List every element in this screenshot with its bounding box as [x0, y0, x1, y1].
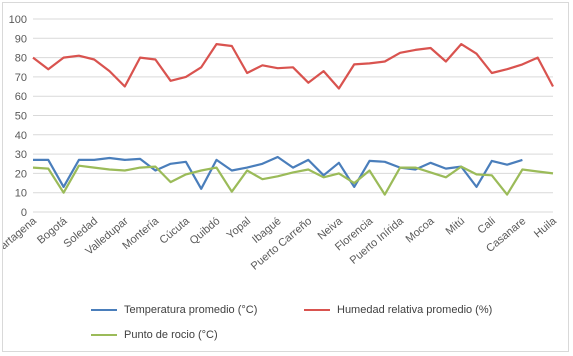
- series-lines: [32, 42, 554, 196]
- series-line-humidity: [32, 42, 554, 90]
- y-tick-label: 40: [15, 130, 27, 142]
- legend-label-humidity: Humedad relativa promedio (%): [337, 304, 493, 316]
- y-tick-label: 100: [9, 14, 27, 26]
- x-tick-label: Puerto Inírida: [348, 215, 407, 267]
- x-tick-label: Huila: [532, 215, 560, 241]
- x-tick-label: Yopal: [225, 215, 253, 242]
- y-tick-label: 90: [15, 33, 27, 45]
- y-tick-label: 70: [15, 72, 27, 84]
- x-tick-label: Cali: [476, 215, 498, 236]
- y-tick-label: 20: [15, 168, 27, 180]
- series-line-dew-point: [32, 164, 554, 196]
- chart-frame: 0 10 20 30 40 50 60 70 80 90 100 Cartagena Bogotá So…: [2, 2, 569, 352]
- legend-label-temperature: Temperatura promedio (°C): [124, 304, 258, 316]
- legend-swatch-dew-point: [91, 334, 117, 336]
- x-tick-label: Cúcuta: [157, 215, 192, 247]
- gridlines: [33, 18, 553, 213]
- line-chart: 0 10 20 30 40 50 60 70 80 90 100 CartagenaBogotáSo…: [3, 14, 560, 273]
- x-tick-label: Cartagena: [3, 215, 40, 258]
- y-tick-label: 0: [21, 207, 27, 219]
- x-tick-label: Mocoa: [404, 215, 438, 246]
- y-tick-label: 60: [15, 91, 27, 103]
- x-tick-label: Quibdó: [188, 215, 223, 247]
- y-axis-tick-labels: 0 10 20 30 40 50 60 70 80 90 100: [9, 14, 27, 219]
- legend-item-humidity: Humedad relativa promedio (%): [304, 304, 492, 316]
- y-tick-label: 80: [15, 53, 27, 65]
- legend-item-temperature: Temperatura promedio (°C): [91, 304, 257, 316]
- legend-swatch-temperature: [91, 309, 117, 311]
- y-tick-label: 50: [15, 111, 27, 123]
- legend-item-dew-point: Punto de rocio (°C): [91, 329, 218, 341]
- series-line-temperature: [33, 155, 523, 190]
- x-axis-tick-labels: CartagenaBogotáSoledadValleduparMontería…: [3, 215, 560, 273]
- x-tick-label: Mitú: [444, 215, 468, 238]
- y-tick-label: 30: [15, 149, 27, 161]
- legend-swatch-humidity: [304, 309, 330, 311]
- legend-label-dew-point: Punto de rocio (°C): [124, 329, 218, 341]
- y-tick-label: 10: [15, 188, 27, 200]
